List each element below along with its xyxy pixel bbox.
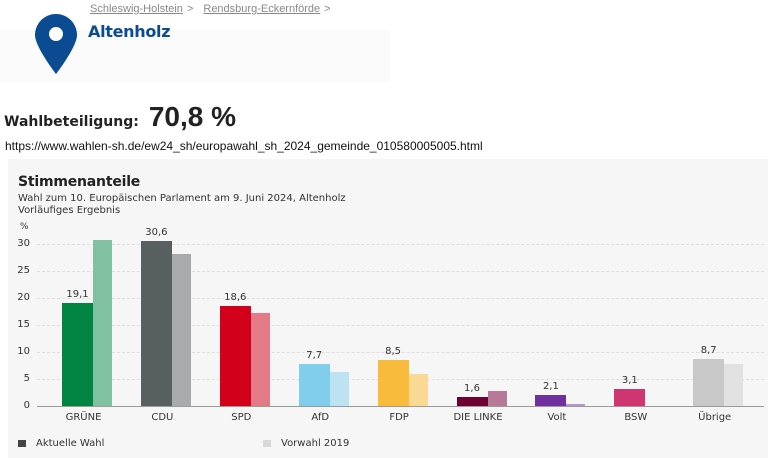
x-category-label: FDP	[389, 412, 409, 423]
bar-previous-fdp[interactable]	[408, 374, 428, 406]
bar-value-label: 18,6	[224, 291, 247, 303]
page-title: Altenholz	[88, 22, 171, 41]
bar-previous-übrige[interactable]	[724, 364, 744, 406]
bar-value-label: 7,7	[306, 350, 323, 362]
gridline	[37, 271, 764, 272]
bar-previous-die-linke[interactable]	[487, 390, 507, 406]
bar-previous-afd[interactable]	[329, 371, 349, 406]
bar-current-cdu[interactable]	[140, 240, 172, 406]
bar-value-label: 8,5	[385, 346, 402, 358]
gridline	[37, 325, 764, 326]
x-category-label: SPD	[231, 412, 252, 423]
breadcrumb-link-district[interactable]: Rendsburg-Eckernförde	[203, 3, 321, 15]
bar-previous-volt[interactable]	[566, 403, 586, 406]
chart-note: Vorläufiges Ergebnis	[18, 205, 121, 216]
bar-current-grüne[interactable]	[62, 302, 93, 406]
bar-value-label: 2,1	[542, 380, 559, 392]
x-category-label: BSW	[624, 412, 648, 423]
bar-current-volt[interactable]	[535, 394, 567, 406]
legend-swatch-previous	[263, 440, 271, 447]
y-tick-label: 25	[17, 265, 30, 276]
bar-value-label: 8,7	[700, 345, 717, 357]
turnout-label: Wahlbeteiligung:	[4, 114, 139, 130]
y-tick-label: 5	[23, 373, 30, 384]
bar-previous-grüne[interactable]	[93, 240, 112, 406]
gridline	[37, 244, 764, 245]
legend-swatch-current	[18, 440, 26, 447]
gridline	[37, 298, 764, 299]
breadcrumb-separator: >	[186, 3, 194, 15]
breadcrumb-separator: >	[324, 3, 331, 15]
x-category-label: GRÜNE	[65, 412, 102, 423]
bar-current-afd[interactable]	[298, 364, 330, 406]
bar-value-label: 3,1	[621, 375, 638, 387]
chart-title: Stimmenanteile	[18, 174, 141, 190]
bar-current-übrige[interactable]	[693, 359, 725, 406]
turnout: Wahlbeteiligung: 70,8 %	[4, 101, 236, 133]
breadcrumb-link-state[interactable]: Schleswig-Holstein	[90, 3, 183, 15]
x-axis-baseline	[37, 406, 764, 407]
bar-value-label: 19,1	[66, 288, 89, 300]
x-category-label: CDU	[151, 412, 174, 423]
y-tick-label: 0	[23, 400, 30, 411]
x-category-label: DIE LINKE	[453, 412, 503, 423]
bar-previous-cdu[interactable]	[171, 253, 191, 406]
x-category-label: Volt	[547, 412, 567, 423]
bar-value-label: 1,6	[464, 383, 480, 395]
y-tick-label: 15	[17, 319, 30, 330]
chart-panel	[8, 159, 768, 458]
chart-subtitle-block: Wahl zum 10. Europäischen Parlament am 9…	[18, 193, 346, 217]
bar-current-bsw[interactable]	[614, 389, 646, 406]
bar-value-label: 30,6	[145, 226, 168, 238]
y-tick-label: 30	[17, 238, 30, 249]
bar-current-spd[interactable]	[219, 305, 251, 406]
y-axis-unit: %	[20, 222, 29, 232]
bar-current-fdp[interactable]	[377, 360, 409, 406]
x-category-label: AfD	[311, 412, 330, 423]
bar-previous-spd[interactable]	[250, 313, 270, 406]
chart-subtitle: Wahl zum 10. Europäischen Parlament am 9…	[18, 193, 346, 204]
breadcrumb: Schleswig-Holstein > Rendsburg-Eckernförde…	[90, 3, 341, 15]
y-tick-label: 20	[17, 292, 30, 303]
turnout-value: 70,8 %	[148, 101, 237, 132]
legend-item-previous: Vorwahl 2019	[263, 438, 349, 449]
bar-current-die-linke[interactable]	[456, 397, 488, 406]
legend-item-current: Aktuelle Wahl	[18, 438, 104, 449]
y-tick-label: 10	[17, 346, 30, 357]
legend-label-previous: Vorwahl 2019	[281, 438, 350, 449]
legend-label-current: Aktuelle Wahl	[36, 438, 105, 449]
map-pin-icon	[35, 14, 77, 74]
x-category-label: Übrige	[698, 412, 732, 423]
source-url: https://www.wahlen-sh.de/ew24_sh/europaw…	[5, 139, 483, 153]
gridline	[37, 352, 764, 353]
